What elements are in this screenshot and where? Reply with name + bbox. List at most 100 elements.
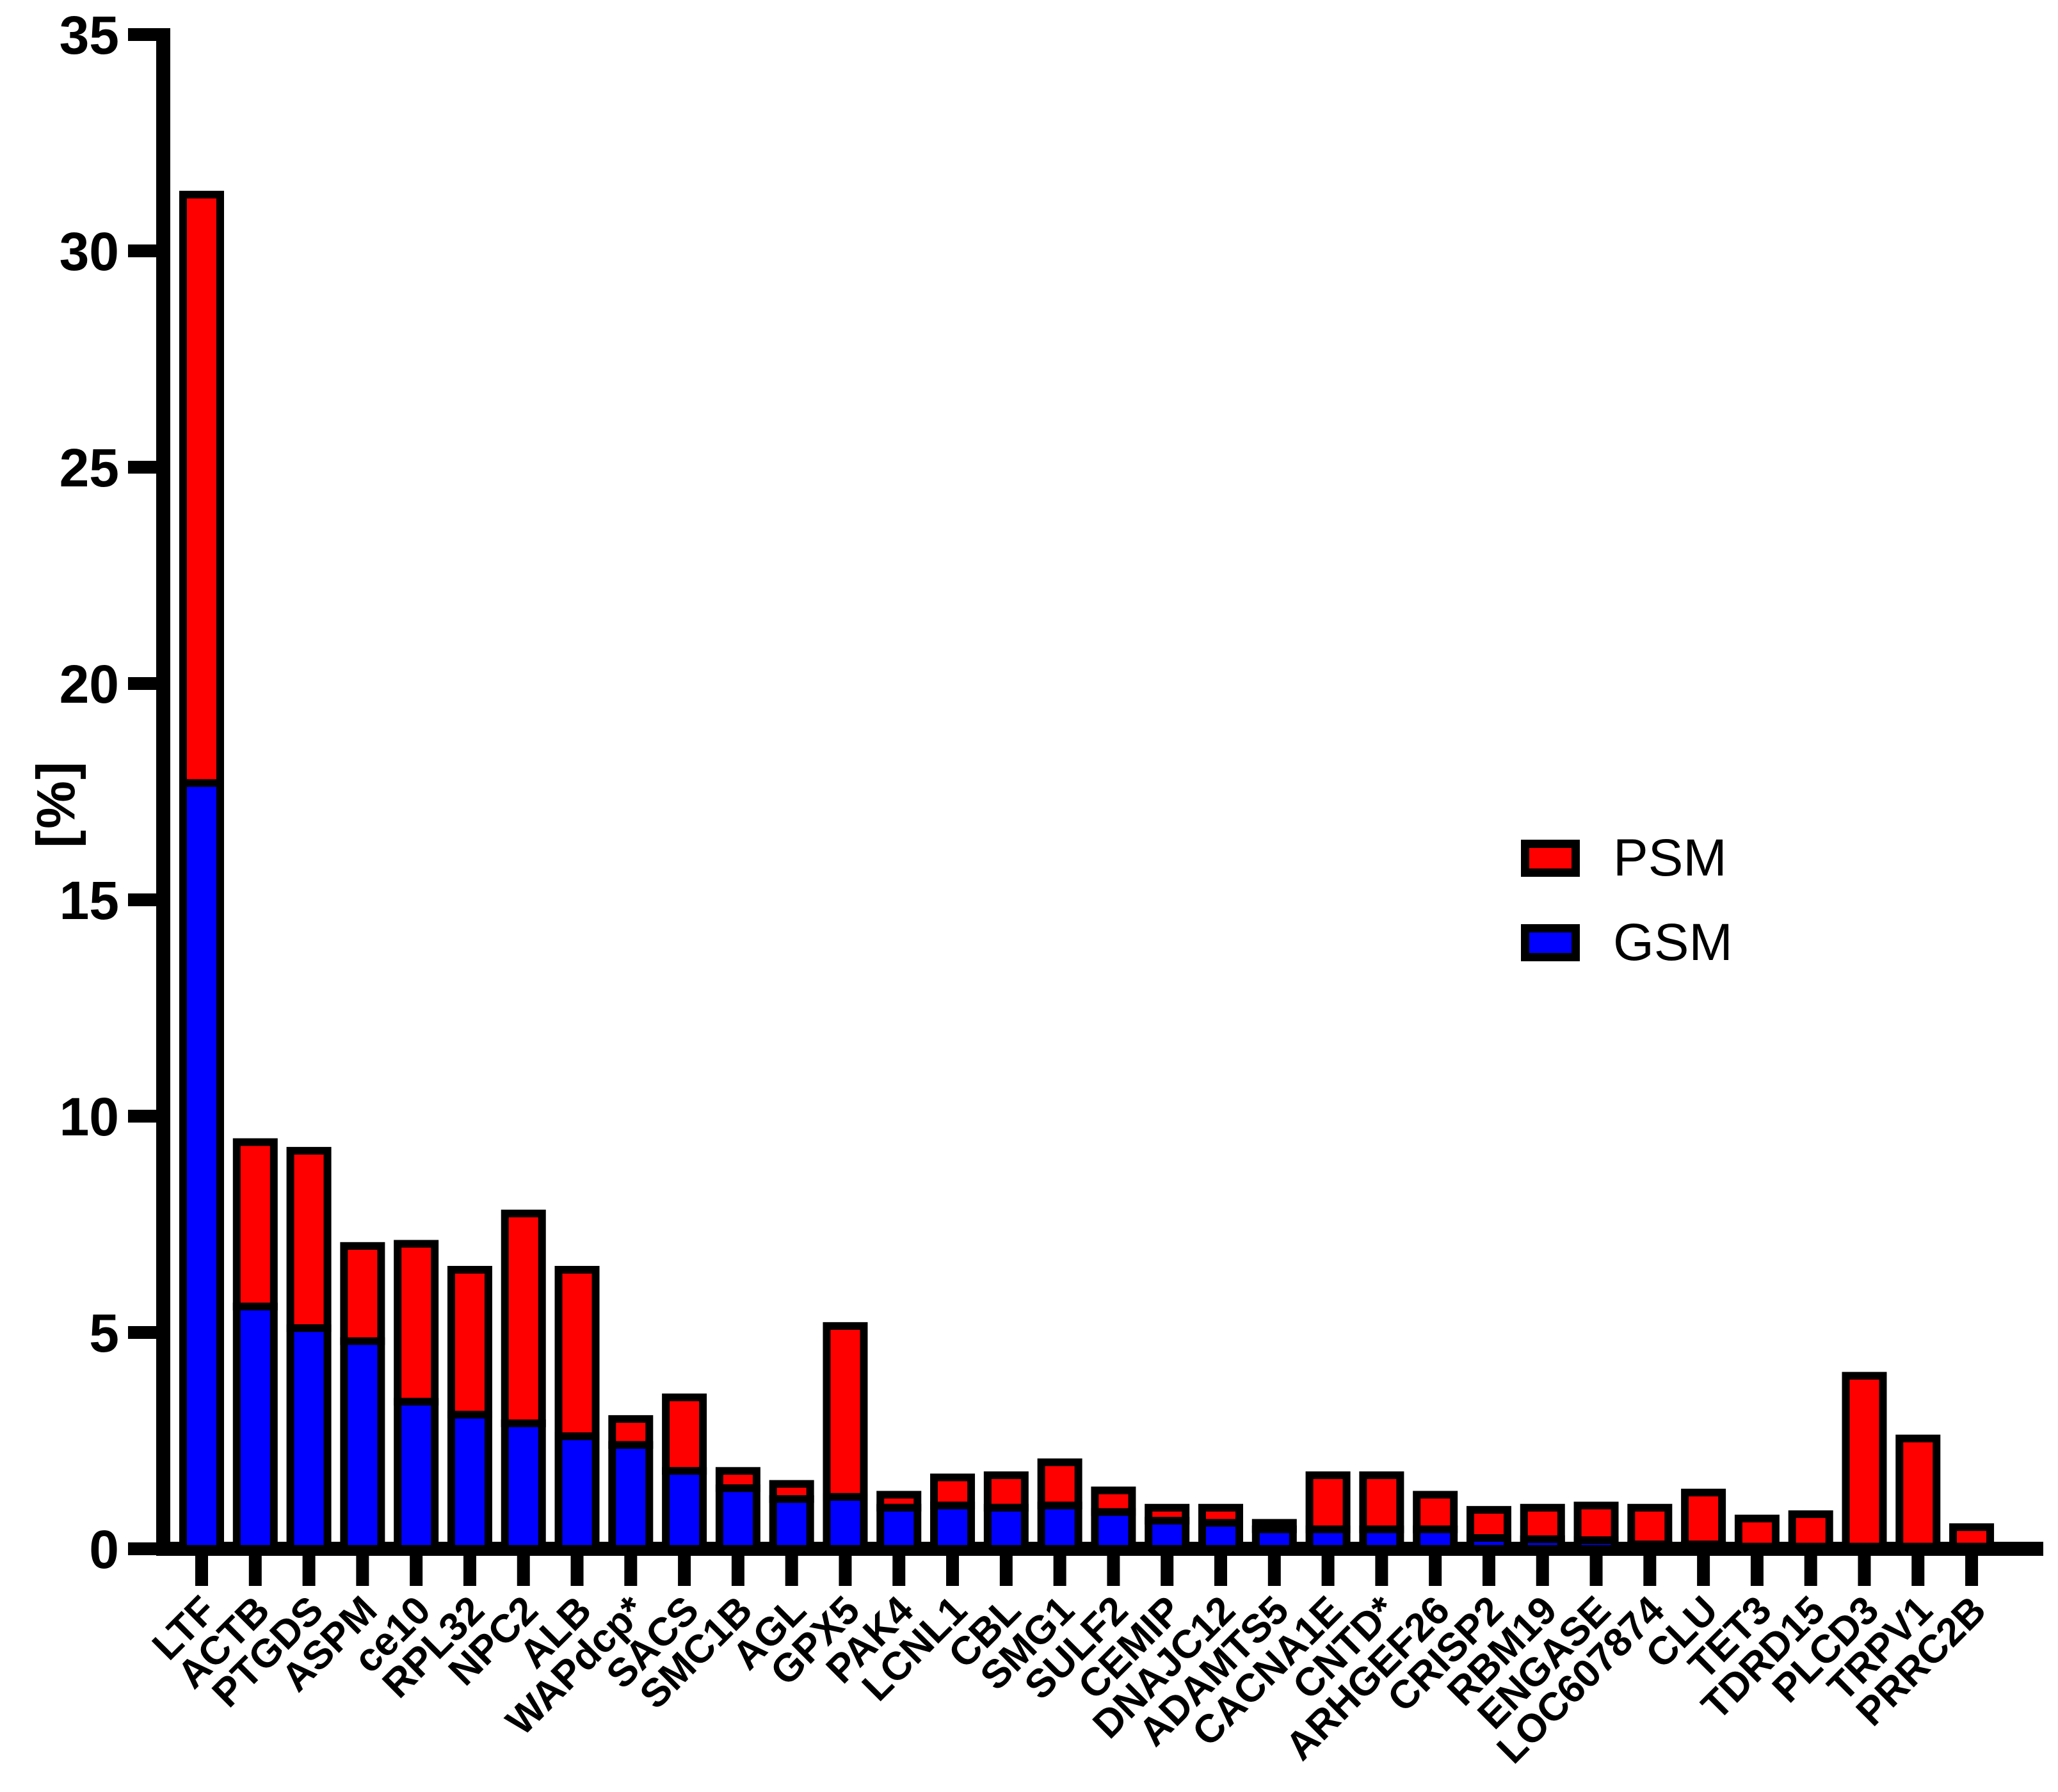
bar-CBL xyxy=(983,1471,1029,1553)
legend-item-psm: PSM xyxy=(1521,829,1733,887)
psm-segment xyxy=(1788,1510,1833,1551)
gsm-segment xyxy=(286,1324,332,1553)
gsm-segment xyxy=(1037,1501,1082,1553)
bar-ASPM xyxy=(340,1242,385,1553)
gsm-segment xyxy=(1627,1540,1673,1553)
gsm-segment xyxy=(340,1337,385,1553)
psm-segment xyxy=(501,1210,546,1427)
legend-label-gsm: GSM xyxy=(1613,913,1733,972)
psm-segment xyxy=(447,1265,492,1419)
gsm-segment xyxy=(1842,1542,1887,1553)
bar-ENGASE xyxy=(1573,1501,1619,1553)
gsm-segment xyxy=(1091,1508,1136,1553)
psm-segment xyxy=(983,1471,1029,1512)
gsm-segment xyxy=(1413,1525,1458,1553)
gsm-segment xyxy=(823,1492,868,1553)
legend: PSM GSM xyxy=(1521,829,1733,972)
y-tick-label: 35 xyxy=(60,5,119,65)
psm-segment xyxy=(1681,1489,1726,1549)
bar-SMC1B xyxy=(715,1467,760,1553)
bar-ACTB xyxy=(232,1138,278,1553)
gsm-segment xyxy=(447,1411,492,1553)
psm-segment xyxy=(823,1322,868,1501)
legend-item-gsm: GSM xyxy=(1521,913,1733,972)
gsm-segment xyxy=(501,1419,546,1553)
gsm-segment xyxy=(1681,1540,1726,1553)
psm-segment xyxy=(1734,1514,1780,1551)
psm-segment xyxy=(232,1138,278,1311)
bar-RBM19 xyxy=(1520,1503,1565,1553)
y-tick-label: 25 xyxy=(60,438,119,498)
y-tick-label: 0 xyxy=(89,1519,119,1580)
psm-segment xyxy=(1305,1471,1351,1533)
gsm-segment xyxy=(662,1467,707,1553)
y-tick-label: 30 xyxy=(60,221,119,282)
gsm-segment xyxy=(983,1503,1029,1553)
y-tick-label: 15 xyxy=(60,870,119,931)
bar-CLU xyxy=(1681,1489,1726,1553)
psm-segment xyxy=(608,1415,654,1449)
psm-segment xyxy=(930,1473,976,1510)
gsm-segment xyxy=(1466,1534,1511,1553)
gsm-segment xyxy=(179,779,224,1553)
bar-SULF2 xyxy=(1091,1486,1136,1553)
gsm-segment xyxy=(1251,1525,1297,1553)
bar-TRPV1 xyxy=(1895,1434,1941,1553)
y-tick-label: 10 xyxy=(60,1087,119,1147)
psm-segment xyxy=(554,1265,600,1441)
psm-segment xyxy=(340,1242,385,1345)
gsm-segment xyxy=(1573,1536,1619,1553)
psm-segment xyxy=(1413,1491,1458,1533)
gsm-segment xyxy=(1895,1542,1941,1553)
legend-label-psm: PSM xyxy=(1613,829,1727,887)
gsm-segment xyxy=(930,1501,976,1553)
bar-CRISP2 xyxy=(1466,1506,1511,1553)
bar-PRRC2B xyxy=(1949,1523,1995,1553)
y-tick-label: 20 xyxy=(60,654,119,714)
bar-SACS xyxy=(662,1393,707,1553)
gsm-segment xyxy=(1734,1542,1780,1553)
bar-DNAJC12 xyxy=(1198,1503,1244,1553)
gsm-color-swatch xyxy=(1521,924,1580,961)
gsm-segment xyxy=(876,1503,922,1553)
psm-segment xyxy=(1466,1506,1511,1542)
y-axis-title: [%] xyxy=(26,760,86,848)
bar-WAPdcp* xyxy=(608,1415,654,1553)
bar-LOC607874 xyxy=(1627,1503,1673,1553)
bar-PAK4 xyxy=(876,1491,922,1553)
bar-RPL32 xyxy=(447,1265,492,1553)
psm-segment xyxy=(1359,1471,1404,1533)
bars-group xyxy=(179,191,1995,1553)
bar-ce10 xyxy=(394,1240,439,1553)
bar-CEMIP xyxy=(1145,1503,1190,1553)
bar-SMG1 xyxy=(1037,1458,1082,1553)
gsm-segment xyxy=(1198,1519,1244,1553)
psm-segment xyxy=(394,1240,439,1406)
psm-segment xyxy=(1627,1503,1673,1549)
gsm-segment xyxy=(394,1398,439,1553)
psm-color-swatch xyxy=(1521,840,1580,877)
gsm-segment xyxy=(769,1495,814,1553)
psm-segment xyxy=(1573,1501,1619,1544)
gsm-segment xyxy=(554,1432,600,1553)
psm-segment xyxy=(1895,1434,1941,1551)
bar-GPX5 xyxy=(823,1322,868,1553)
gsm-segment xyxy=(1788,1542,1833,1553)
gsm-segment xyxy=(608,1441,654,1553)
psm-segment xyxy=(1520,1503,1565,1544)
bar-CNTD* xyxy=(1359,1471,1404,1553)
bar-NPC2 xyxy=(501,1210,546,1553)
gsm-segment xyxy=(1145,1517,1190,1553)
bar-TET3 xyxy=(1734,1514,1780,1553)
bar-AGL xyxy=(769,1480,814,1553)
psm-segment xyxy=(179,191,224,787)
gsm-segment xyxy=(1949,1542,1995,1553)
gsm-segment xyxy=(715,1484,760,1553)
bar-ARHGEF26 xyxy=(1413,1491,1458,1553)
psm-segment xyxy=(286,1147,332,1332)
y-tick-label: 5 xyxy=(89,1303,119,1363)
psm-segment xyxy=(1037,1458,1082,1510)
bar-PLCD3 xyxy=(1842,1372,1887,1553)
